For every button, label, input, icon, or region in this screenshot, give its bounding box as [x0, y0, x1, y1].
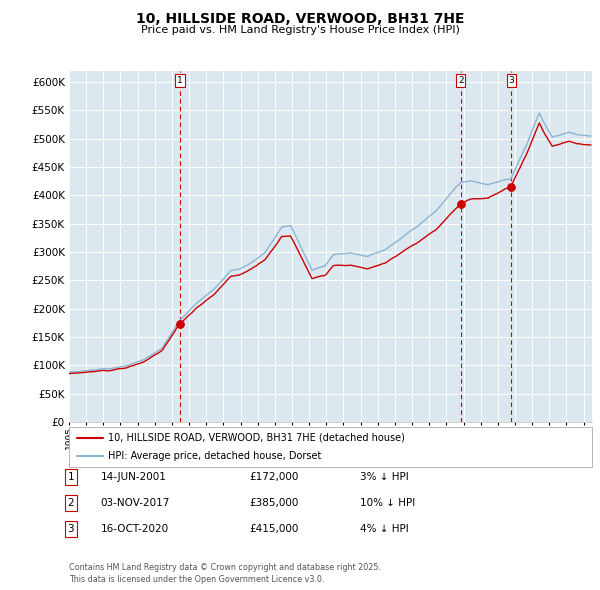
Point	[506, 182, 516, 192]
Text: 10, HILLSIDE ROAD, VERWOOD, BH31 7HE (detached house): 10, HILLSIDE ROAD, VERWOOD, BH31 7HE (de…	[108, 433, 405, 443]
Text: 3: 3	[509, 76, 514, 85]
Text: £385,000: £385,000	[249, 498, 298, 507]
Text: 4% ↓ HPI: 4% ↓ HPI	[360, 524, 409, 533]
Text: 03-NOV-2017: 03-NOV-2017	[101, 498, 170, 507]
Text: 1: 1	[67, 472, 74, 481]
Text: This data is licensed under the Open Government Licence v3.0.: This data is licensed under the Open Gov…	[69, 575, 325, 584]
Text: Contains HM Land Registry data © Crown copyright and database right 2025.: Contains HM Land Registry data © Crown c…	[69, 563, 381, 572]
Text: 1: 1	[177, 76, 182, 85]
Text: 10% ↓ HPI: 10% ↓ HPI	[360, 498, 415, 507]
Text: 14-JUN-2001: 14-JUN-2001	[101, 472, 167, 481]
Text: 3: 3	[67, 524, 74, 533]
Text: 3% ↓ HPI: 3% ↓ HPI	[360, 472, 409, 481]
Point	[456, 199, 466, 209]
Text: £172,000: £172,000	[249, 472, 298, 481]
Text: 2: 2	[458, 76, 463, 85]
Text: Price paid vs. HM Land Registry's House Price Index (HPI): Price paid vs. HM Land Registry's House …	[140, 25, 460, 35]
Text: 16-OCT-2020: 16-OCT-2020	[101, 524, 169, 533]
Text: 10, HILLSIDE ROAD, VERWOOD, BH31 7HE: 10, HILLSIDE ROAD, VERWOOD, BH31 7HE	[136, 12, 464, 26]
Point	[175, 320, 185, 329]
Text: 2: 2	[67, 498, 74, 507]
Text: HPI: Average price, detached house, Dorset: HPI: Average price, detached house, Dors…	[108, 451, 322, 461]
Text: £415,000: £415,000	[249, 524, 298, 533]
